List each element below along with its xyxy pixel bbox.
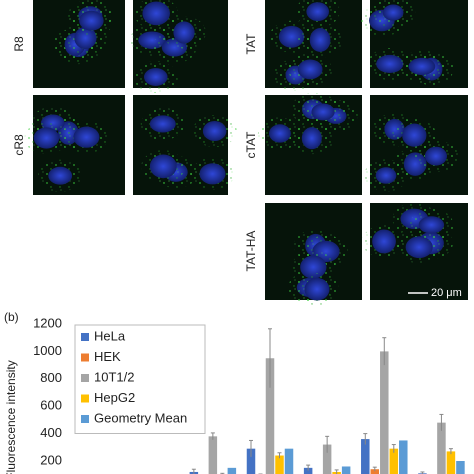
y-tick-label: 800 (40, 370, 62, 385)
nucleus (418, 216, 445, 234)
legend-swatch (81, 394, 89, 403)
nucleus (33, 127, 60, 149)
nucleus (372, 229, 396, 254)
nucleus (143, 68, 168, 86)
nucleus (297, 59, 323, 80)
y-tick-label: 600 (40, 398, 62, 413)
bar (341, 466, 351, 474)
scale-bar-label: 20 μm (431, 287, 462, 299)
row-label: cTAT (244, 131, 258, 159)
legend-label: HEK (94, 349, 121, 364)
y-tick-label: 1200 (33, 315, 62, 330)
nucleus (376, 54, 404, 73)
nucleus (408, 57, 436, 76)
legend-swatch (81, 415, 89, 423)
bar (246, 448, 256, 474)
nucleus (278, 25, 305, 48)
panel-label: (b) (4, 310, 19, 324)
nucleus (300, 255, 327, 279)
row-label: TAT-HA (244, 231, 258, 272)
bar (456, 461, 465, 474)
nucleus (73, 126, 100, 148)
bar (265, 358, 275, 474)
nucleus (405, 236, 433, 259)
nucleus (301, 127, 322, 150)
bar (437, 422, 446, 474)
bar (303, 467, 313, 474)
nucleus (142, 1, 170, 26)
bar (284, 448, 294, 474)
bar (399, 440, 408, 474)
y-tick-label: 400 (40, 425, 62, 440)
nucleus (375, 167, 397, 184)
bar (389, 448, 399, 474)
bar (227, 467, 237, 474)
nucleus (269, 124, 291, 143)
nucleus (306, 2, 329, 22)
bar (208, 436, 218, 474)
nucleus (382, 4, 404, 21)
row-label: cR8 (12, 134, 26, 156)
y-tick-label: 1000 (33, 343, 62, 358)
micrographs (24, 0, 468, 306)
bar (446, 451, 456, 474)
y-axis-label: Fluorescence intensity (4, 360, 18, 474)
nucleus (199, 163, 226, 185)
nucleus (79, 10, 104, 31)
legend-label: HeLa (94, 328, 126, 343)
legend-label: 10T1/2 (94, 369, 134, 384)
nucleus (304, 277, 330, 301)
nucleus (173, 21, 195, 44)
nucleus (424, 146, 447, 166)
bar (370, 469, 380, 474)
legend-label: Geometry Mean (94, 410, 187, 425)
nucleus (309, 28, 331, 52)
nucleus (311, 103, 335, 121)
legend-swatch (81, 353, 89, 362)
y-tick-label: 200 (40, 452, 62, 467)
nucleus (149, 115, 176, 133)
nucleus (202, 121, 227, 141)
legend-swatch (81, 374, 89, 382)
nucleus (149, 154, 177, 179)
bar (380, 351, 389, 474)
bar (275, 455, 284, 474)
nucleus (402, 123, 427, 147)
legend-box (74, 324, 206, 434)
row-label: TAT (244, 33, 258, 55)
legend-label: HepG2 (94, 390, 135, 405)
legend-swatch (81, 333, 89, 341)
row-label: R8 (12, 36, 26, 52)
bar (322, 444, 332, 474)
bar (361, 439, 370, 474)
nucleus (48, 166, 73, 185)
